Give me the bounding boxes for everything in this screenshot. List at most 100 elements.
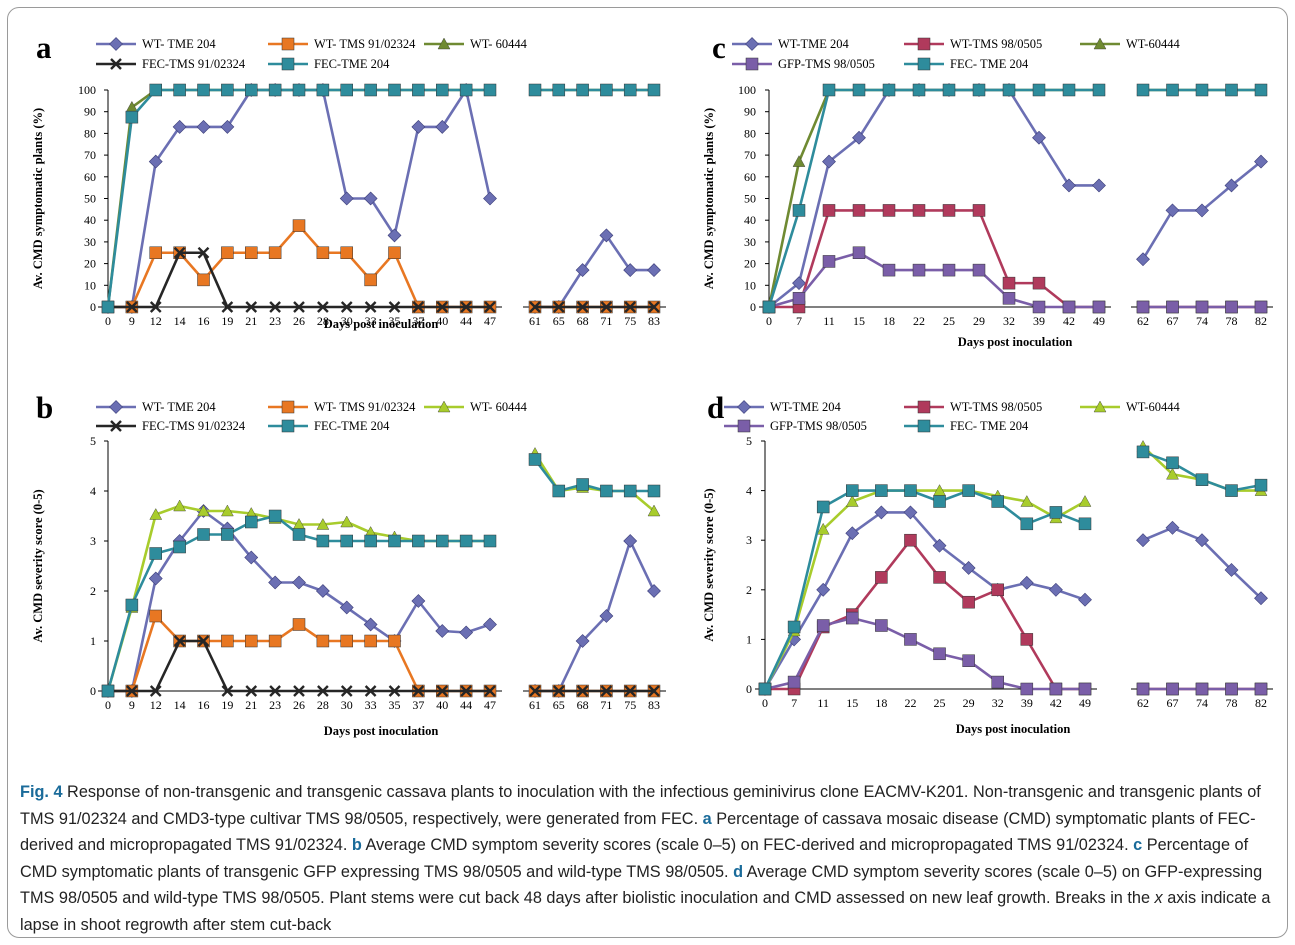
y-tick-label: 70	[744, 148, 756, 162]
panel-letter-b: b	[36, 390, 53, 425]
x-tick-label: 42	[1050, 696, 1062, 710]
data-point	[1019, 575, 1034, 590]
data-point	[1254, 83, 1268, 97]
data-point	[846, 611, 859, 625]
x-tick-label: 18	[875, 696, 887, 710]
data-point	[316, 83, 330, 97]
data-point	[912, 83, 926, 97]
legend-swatch-marker	[281, 37, 295, 51]
data-point	[1225, 682, 1238, 696]
y-tick-label: 3	[746, 533, 752, 547]
series-b-3	[102, 635, 660, 697]
data-point	[792, 204, 806, 217]
data-point	[787, 675, 801, 689]
legend-label: WT-TMS 98/0505	[950, 37, 1042, 51]
data-point	[991, 675, 1004, 689]
legend-swatch-marker	[1093, 37, 1107, 50]
y-tick-label: 100	[78, 83, 96, 97]
caption-text-c: Percentage of CMD symptomatic plants of …	[20, 836, 1249, 881]
data-point	[933, 571, 946, 584]
data-point	[962, 595, 975, 609]
x-tick-label: 44	[460, 314, 472, 328]
x-tick-label: 65	[553, 698, 565, 712]
legend-swatch-marker	[917, 37, 931, 51]
data-point	[552, 484, 566, 498]
data-point	[1078, 592, 1092, 607]
x-tick-label: 32	[1003, 314, 1015, 328]
legend-label: WT- TMS 91/02324	[314, 400, 416, 414]
x-tick-label: 0	[762, 696, 768, 710]
x-tick-label: 29	[963, 696, 975, 710]
x-tick-label: 62	[1137, 696, 1149, 710]
data-point	[1020, 633, 1034, 646]
series-line	[106, 88, 490, 308]
y-tick-label: 30	[744, 235, 756, 249]
y-tick-label: 70	[84, 148, 96, 162]
data-point	[483, 191, 497, 206]
data-point	[816, 582, 831, 597]
data-point	[912, 263, 926, 277]
data-point	[942, 83, 956, 97]
data-point	[599, 228, 614, 243]
data-point	[816, 500, 830, 514]
data-point	[292, 83, 306, 97]
data-point	[972, 204, 986, 217]
y-tick-label: 5	[90, 434, 96, 448]
y-tick-label: 3	[90, 534, 96, 548]
data-point	[528, 83, 542, 97]
caption-text-end: axis indicate a lapse in shoot regrowth …	[20, 889, 1271, 934]
chart-panel-d: d 0 1 2 3 4 5 0 7 11 15 18 22 25 29 32 39 42 49 62 67 74 78 82 D…	[702, 390, 1273, 736]
y-tick-label: 10	[744, 278, 756, 292]
data-point	[221, 504, 234, 517]
data-point	[845, 526, 860, 541]
data-point	[269, 685, 281, 697]
data-point	[1254, 154, 1268, 169]
data-point	[197, 246, 210, 259]
data-point	[173, 635, 186, 647]
legend-entry: WT- TMS 91/02324	[268, 400, 416, 414]
data-point	[364, 273, 377, 287]
data-point	[1254, 591, 1268, 606]
data-point	[623, 534, 638, 548]
legend-entry: WT- 60444	[424, 37, 528, 51]
data-point	[149, 508, 163, 520]
data-point	[882, 83, 896, 97]
y-tick-label: 1	[746, 632, 752, 646]
data-point	[340, 301, 353, 313]
y-tick-label: 4	[746, 484, 752, 498]
caption-fig-label: Fig. 4	[20, 783, 63, 801]
legend-swatch-marker	[110, 58, 122, 70]
series-line	[106, 514, 490, 692]
data-point	[623, 83, 637, 97]
x-tick-label: 37	[412, 698, 424, 712]
x-tick-label: 11	[817, 696, 829, 710]
data-point	[904, 484, 917, 497]
data-point	[340, 83, 353, 97]
data-point	[268, 83, 282, 97]
data-point	[268, 246, 282, 259]
data-point	[173, 83, 186, 97]
data-point	[364, 83, 377, 97]
data-point	[316, 534, 330, 548]
x-tick-label: 32	[992, 696, 1004, 710]
x-tick-label: 12	[150, 314, 162, 328]
x-tick-label: 25	[934, 696, 946, 710]
data-point	[221, 301, 234, 313]
series-line	[764, 616, 1085, 691]
data-point	[292, 575, 306, 590]
x-tick-label: 67	[1167, 314, 1179, 328]
data-point	[875, 619, 888, 632]
data-point	[991, 495, 1004, 508]
y-tick-label: 1	[90, 634, 96, 648]
y-tick-label: 40	[84, 213, 96, 227]
x-tick-label: 21	[245, 698, 257, 712]
x-tick-label: 49	[1093, 314, 1105, 328]
data-point	[1225, 83, 1238, 97]
y-tick-label: 4	[90, 484, 96, 498]
data-point	[411, 594, 426, 608]
series-b-4	[101, 453, 661, 698]
data-point	[197, 528, 210, 541]
data-point	[600, 484, 613, 498]
data-point	[245, 301, 258, 313]
legend-entry: FEC-TMS 91/02324	[96, 57, 246, 71]
